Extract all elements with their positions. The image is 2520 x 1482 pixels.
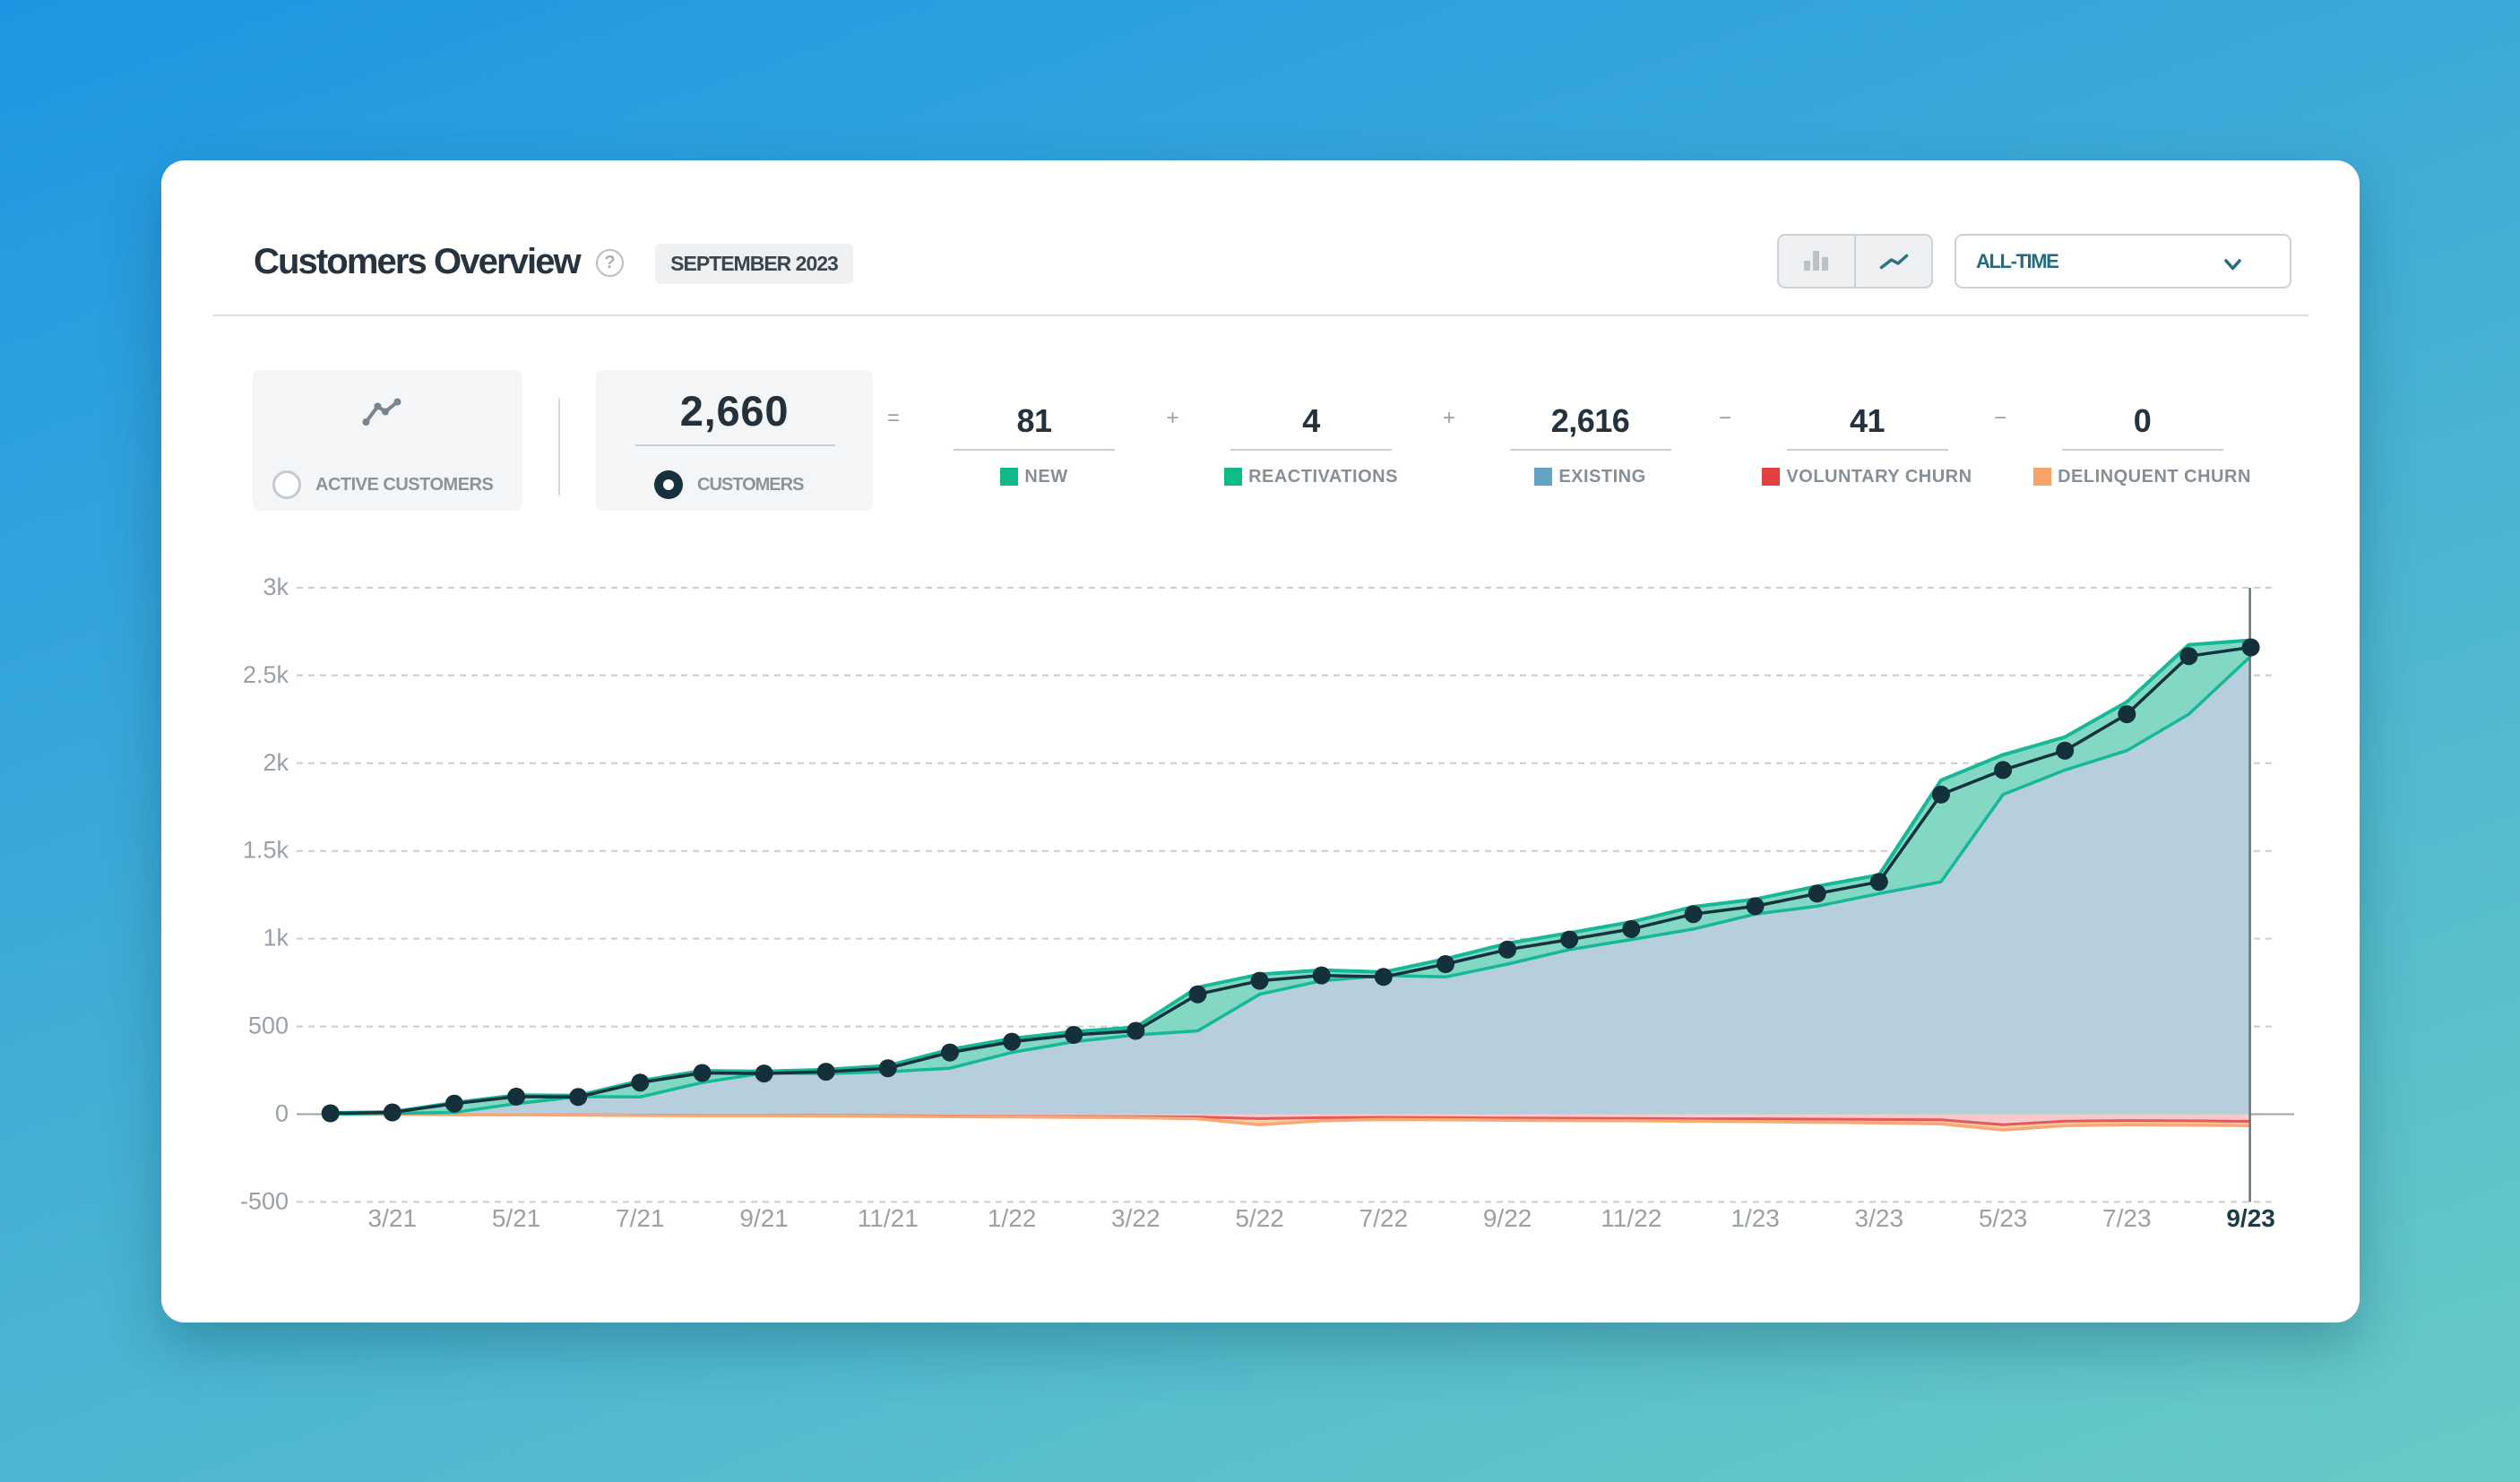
svg-text:2.5k: 2.5k xyxy=(243,661,289,688)
svg-text:7/22: 7/22 xyxy=(1359,1204,1409,1232)
svg-text:1/22: 1/22 xyxy=(988,1204,1037,1232)
svg-text:5/22: 5/22 xyxy=(1235,1204,1284,1232)
svg-text:-500: -500 xyxy=(240,1187,289,1214)
svg-text:9/22: 9/22 xyxy=(1483,1204,1532,1232)
svg-text:500: 500 xyxy=(248,1012,289,1039)
svg-text:1/23: 1/23 xyxy=(1730,1204,1780,1232)
svg-text:9/23: 9/23 xyxy=(2226,1204,2275,1232)
svg-text:3/21: 3/21 xyxy=(368,1204,418,1232)
svg-text:1.5k: 1.5k xyxy=(243,837,289,864)
svg-text:11/21: 11/21 xyxy=(858,1204,919,1232)
svg-text:0: 0 xyxy=(275,1100,289,1127)
svg-text:3/22: 3/22 xyxy=(1111,1204,1161,1232)
svg-text:11/22: 11/22 xyxy=(1601,1204,1661,1232)
svg-text:3/23: 3/23 xyxy=(1855,1204,1904,1232)
svg-text:5/23: 5/23 xyxy=(1979,1204,2028,1232)
svg-text:3k: 3k xyxy=(263,573,289,600)
svg-text:5/21: 5/21 xyxy=(492,1204,541,1232)
svg-text:7/21: 7/21 xyxy=(616,1204,665,1232)
svg-text:7/23: 7/23 xyxy=(2102,1204,2152,1232)
svg-text:9/21: 9/21 xyxy=(739,1204,789,1232)
svg-text:1k: 1k xyxy=(263,925,289,952)
svg-text:2k: 2k xyxy=(263,749,289,776)
